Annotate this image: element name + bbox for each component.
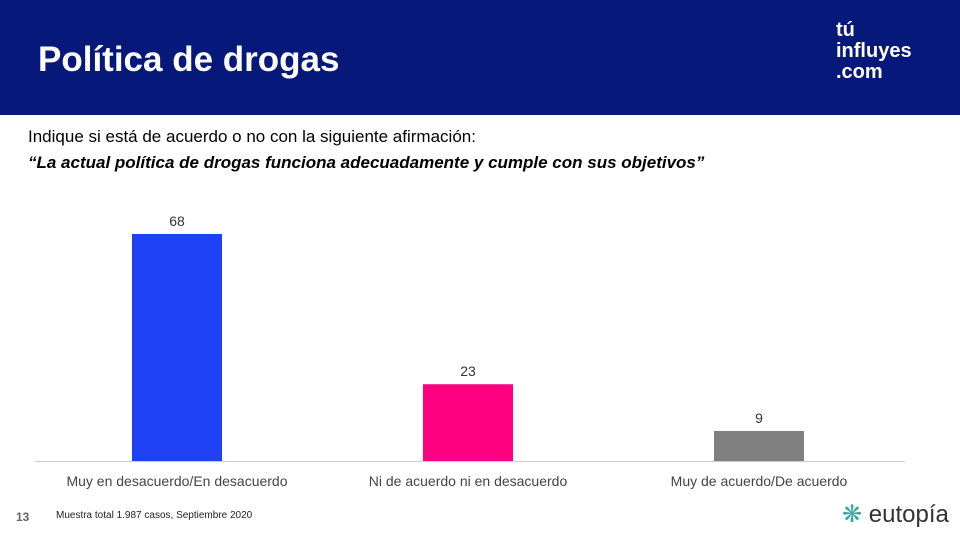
brand-name: eutopía xyxy=(868,501,949,528)
logo-line: tú xyxy=(836,19,855,41)
cannabis-leaf-icon: ❋ xyxy=(842,501,863,528)
category-label: Muy en desacuerdo/En desacuerdo xyxy=(66,473,287,489)
tuinfluyes-logo: tú influyes .com xyxy=(836,20,912,83)
page-number: 13 xyxy=(16,510,30,524)
question-statement: “La actual política de drogas funciona a… xyxy=(28,153,705,172)
bar-chart: 68 Muy en desacuerdo/En desacuerdo 23 Ni de… xyxy=(35,213,905,489)
logo-line: influyes xyxy=(836,40,912,62)
eutopia-logo: ❋ eutopía xyxy=(842,500,949,529)
bar xyxy=(132,234,222,461)
bar xyxy=(714,430,804,461)
bar xyxy=(423,384,513,461)
sample-note: Muestra total 1.987 casos, Septiembre 20… xyxy=(56,510,253,521)
header-banner: Política de drogas tú influyes .com xyxy=(0,0,960,115)
category-label: Ni de acuerdo ni en desacuerdo xyxy=(369,473,568,489)
data-label: 23 xyxy=(460,363,476,379)
data-label: 9 xyxy=(755,410,763,426)
data-label: 68 xyxy=(169,213,185,229)
page-title: Política de drogas xyxy=(38,40,340,79)
logo-line: .com xyxy=(836,61,883,83)
category-label: Muy de acuerdo/De acuerdo xyxy=(671,473,848,489)
question-intro: Indique si está de acuerdo o no con la s… xyxy=(28,127,476,146)
